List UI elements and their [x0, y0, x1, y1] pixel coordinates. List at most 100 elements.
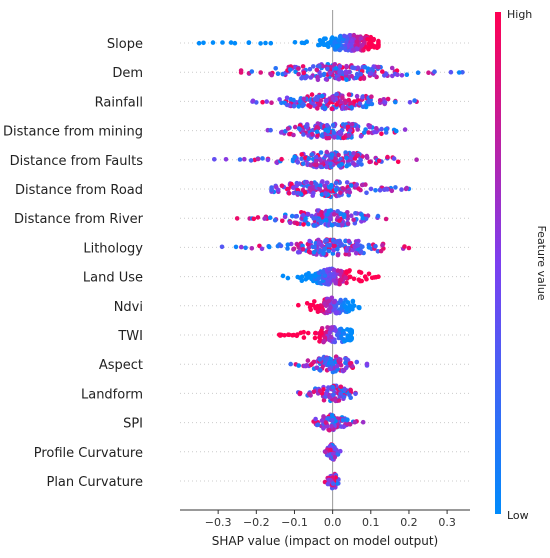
shap-point	[346, 92, 352, 97]
shap-point	[341, 135, 346, 141]
shap-point	[407, 100, 413, 105]
shap-point	[348, 155, 354, 161]
shap-point	[296, 126, 302, 131]
colorbar-high-label: High	[507, 8, 532, 21]
shap-point	[303, 75, 309, 80]
shap-point	[360, 104, 366, 109]
shap-point	[322, 183, 328, 189]
shap-point	[349, 105, 354, 110]
shap-point	[399, 187, 404, 192]
shap-point	[325, 481, 331, 487]
shap-point	[344, 269, 349, 274]
shap-point	[326, 248, 332, 254]
shap-point	[354, 93, 360, 99]
shap-point	[287, 220, 293, 226]
shap-point	[342, 387, 348, 393]
shap-point	[251, 216, 257, 222]
shap-point	[328, 334, 334, 340]
shap-point	[272, 217, 278, 223]
x-axis-title: SHAP value (impact on model output)	[212, 534, 439, 548]
shap-point	[350, 247, 356, 253]
shap-point	[311, 359, 317, 365]
shap-point	[330, 96, 336, 101]
shap-point	[319, 133, 325, 138]
feature-label: Land Use	[83, 271, 143, 286]
shap-point	[349, 38, 355, 44]
shap-point	[318, 150, 324, 155]
shap-point	[343, 150, 348, 155]
shap-point	[393, 185, 398, 190]
shap-point	[269, 72, 275, 78]
shap-point	[307, 186, 313, 191]
shap-point	[329, 106, 335, 111]
shap-point	[296, 302, 301, 308]
shap-point	[358, 71, 364, 77]
shap-point	[317, 63, 322, 69]
shap-point	[345, 124, 351, 130]
shap-point	[278, 130, 284, 135]
shap-point	[406, 245, 412, 251]
shap-point	[285, 275, 291, 281]
shap-point	[404, 185, 410, 191]
shap-point	[369, 67, 374, 72]
shap-point	[351, 161, 357, 167]
shap-point	[326, 299, 331, 304]
shap-point	[349, 73, 355, 79]
shap-point	[309, 276, 314, 282]
shap-point	[364, 361, 370, 367]
shap-point	[378, 248, 384, 254]
shap-point	[329, 182, 334, 188]
shap-point	[327, 395, 333, 400]
shap-point	[345, 221, 351, 226]
shap-point	[315, 74, 320, 80]
shap-point	[268, 127, 273, 133]
shap-point	[320, 269, 326, 275]
shap-point	[295, 187, 301, 193]
colorbar	[495, 12, 501, 514]
shap-point	[301, 222, 306, 227]
shap-point	[352, 156, 358, 161]
shap-point	[335, 135, 341, 140]
shap-point	[338, 241, 343, 246]
shap-point	[338, 357, 343, 362]
shap-point	[295, 190, 301, 196]
shap-point	[361, 130, 367, 135]
shap-point	[314, 129, 320, 134]
shap-point	[291, 103, 297, 109]
shap-point	[341, 424, 347, 430]
shap-point	[299, 156, 304, 161]
feature-label: Lithology	[83, 241, 143, 256]
shap-point	[415, 70, 421, 75]
shap-point	[311, 216, 316, 221]
shap-point	[255, 215, 261, 220]
shap-point	[333, 187, 339, 193]
shap-point	[336, 331, 341, 336]
shap-point	[354, 359, 360, 365]
shap-point	[318, 368, 323, 373]
shap-point	[322, 246, 328, 252]
shap-point	[318, 98, 324, 103]
shap-point	[324, 149, 330, 155]
shap-point	[432, 69, 437, 74]
shap-point	[357, 305, 362, 310]
shap-point	[196, 40, 202, 46]
shap-point	[360, 215, 366, 221]
shap-point	[382, 187, 387, 192]
shap-point	[353, 250, 359, 256]
shap-point	[330, 418, 335, 423]
shap-point	[299, 76, 304, 81]
shap-point	[357, 101, 363, 106]
shap-point	[346, 421, 352, 427]
shap-point	[337, 34, 343, 40]
shap-point	[347, 274, 353, 280]
shap-point	[337, 218, 342, 223]
shap-point	[210, 40, 216, 45]
shap-point	[323, 98, 329, 103]
shap-point	[242, 156, 247, 162]
shap-point	[344, 163, 350, 169]
shap-point	[317, 388, 323, 394]
shap-point	[301, 96, 307, 102]
shap-point	[318, 164, 324, 170]
shap-point	[336, 38, 342, 43]
shap-point	[326, 44, 331, 49]
